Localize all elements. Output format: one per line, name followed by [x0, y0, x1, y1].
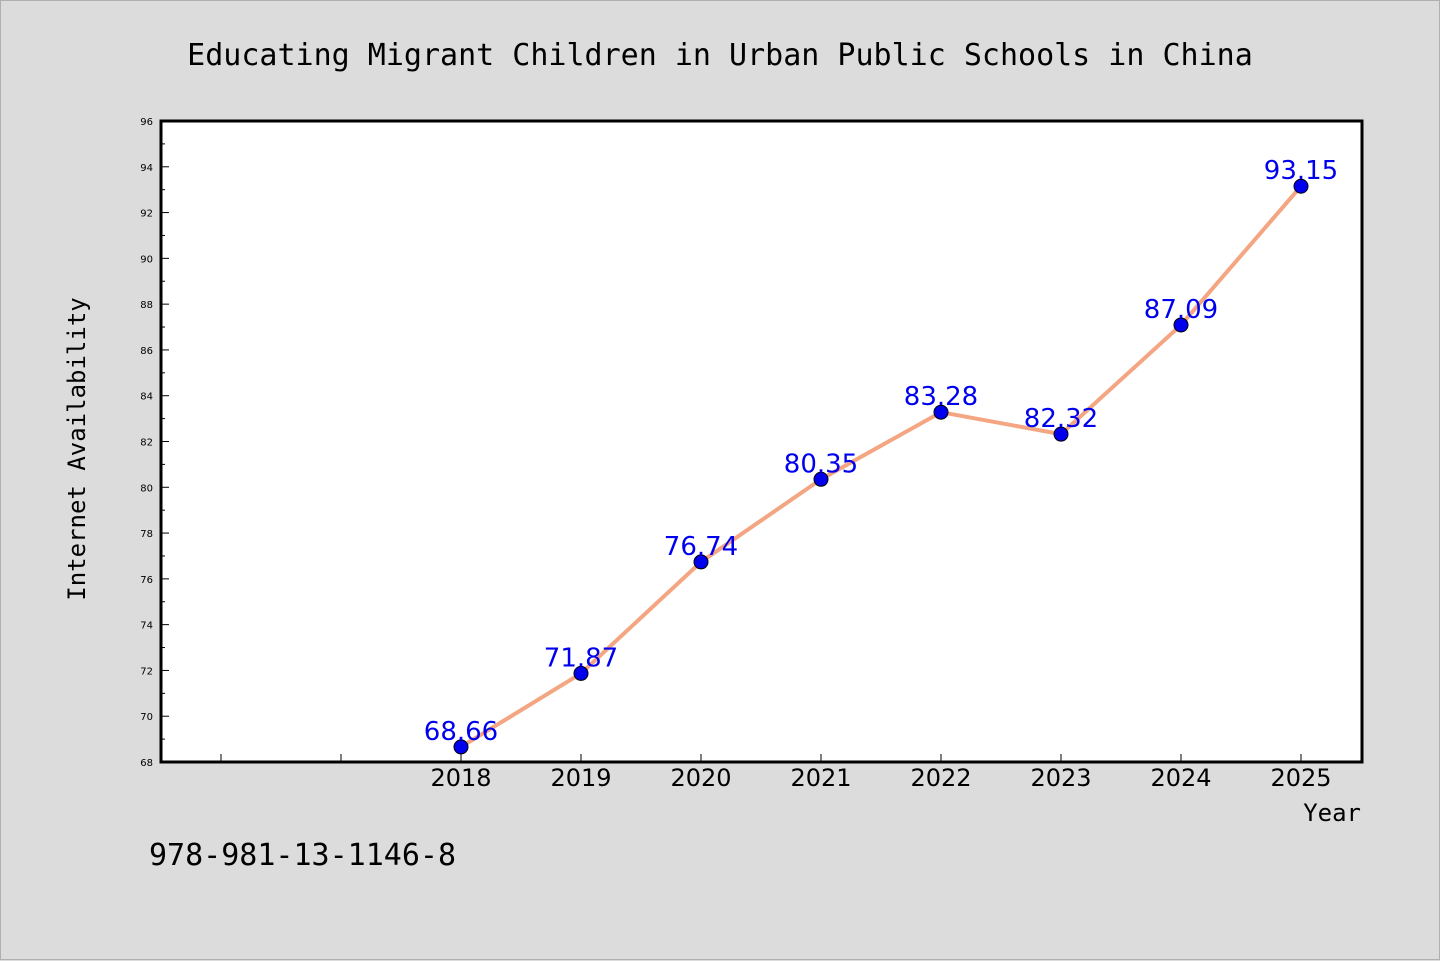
data-point-marker [1293, 178, 1309, 194]
data-point-label: 87.09 [1144, 295, 1218, 325]
y-tick-label: 84 [140, 392, 153, 403]
y-tick-label: 68 [140, 758, 153, 769]
isbn-text: 978-981-13-1146-8 [149, 838, 456, 873]
data-point-label: 68.66 [424, 717, 498, 747]
plot-area [159, 119, 1364, 764]
y-tick-label: 80 [140, 483, 153, 494]
x-tick-label: 2024 [1150, 764, 1211, 792]
y-tick-label: 94 [140, 163, 153, 174]
y-tick-label: 72 [140, 666, 153, 677]
data-point-marker [573, 665, 589, 681]
y-tick-label: 88 [140, 300, 153, 311]
y-axis: 68 70 72 74 76 78 80 82 84 86 88 90 92 94 96 [140, 117, 169, 769]
series-layer [453, 178, 1309, 755]
data-point-label: 82.32 [1024, 404, 1098, 434]
data-point-marker [693, 554, 709, 570]
data-point-marker [1053, 426, 1069, 442]
x-tick-label: 2019 [550, 764, 611, 792]
data-point-marker [933, 404, 949, 420]
data-point-marker [1173, 317, 1189, 333]
y-tick-label: 82 [140, 438, 153, 449]
x-axis-title: Year [1303, 799, 1361, 827]
chart-title: Educating Migrant Children in Urban Publ… [187, 38, 1253, 73]
x-tick-label: 2023 [1030, 764, 1091, 792]
x-axis: 2018 2019 2020 2021 2022 2023 2024 2025 [220, 754, 1332, 792]
x-tick-label: 2018 [430, 764, 491, 792]
series-line [459, 184, 1303, 749]
data-point-marker [813, 471, 829, 487]
y-tick-label: 70 [140, 712, 153, 723]
x-tick-label: 2025 [1270, 764, 1331, 792]
x-tick-label: 2022 [910, 764, 971, 792]
data-point-label: 80.35 [784, 449, 858, 479]
y-tick-label: 90 [140, 254, 153, 265]
data-point-label: 76.74 [664, 532, 738, 562]
data-label-layer: 68.66 71.87 76.74 80.35 83.28 82.32 87.09 93.15 [424, 156, 1338, 747]
y-tick-label: 74 [140, 621, 153, 632]
y-tick-label: 76 [140, 575, 153, 586]
y-tick-label: 92 [140, 209, 153, 220]
data-point-label: 71.87 [544, 643, 618, 673]
y-tick-label: 96 [140, 117, 153, 128]
y-axis-title: Internet Availability [63, 297, 91, 600]
y-tick-label: 78 [140, 529, 153, 540]
y-tick-label: 86 [140, 346, 153, 357]
x-tick-label: 2021 [790, 764, 851, 792]
data-point-label: 83.28 [904, 382, 978, 412]
data-point-marker [453, 739, 469, 755]
x-tick-label: 2020 [670, 764, 731, 792]
data-point-label: 93.15 [1264, 156, 1338, 186]
